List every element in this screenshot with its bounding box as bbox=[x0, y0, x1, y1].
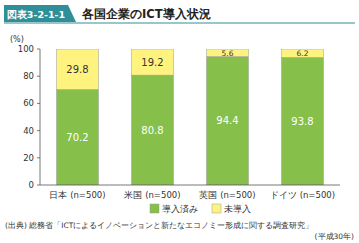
y-tick bbox=[37, 185, 40, 186]
data-label: 29.8 bbox=[66, 64, 88, 75]
y-tick bbox=[37, 157, 40, 158]
bar-segment bbox=[282, 57, 324, 185]
legend-label: 導入済み bbox=[162, 204, 198, 214]
title: 各国企業のICT導入状況 bbox=[81, 7, 211, 21]
bar-segment bbox=[207, 57, 249, 185]
x-axis bbox=[40, 185, 340, 186]
data-label: 6.2 bbox=[297, 49, 309, 58]
y-tick-label: 100 bbox=[18, 44, 34, 54]
y-tick bbox=[37, 76, 40, 77]
bar-segment bbox=[207, 49, 249, 57]
data-label: 5.6 bbox=[222, 49, 234, 58]
x-tick-label: 日本 (n=500) bbox=[49, 190, 105, 200]
data-label: 80.8 bbox=[141, 125, 163, 136]
figure-label: 図表3-2-1-1 bbox=[7, 9, 65, 20]
data-label: 70.2 bbox=[66, 132, 88, 143]
y-axis-label: (%) bbox=[10, 35, 24, 44]
y-tick-label: 60 bbox=[23, 98, 34, 108]
y-tick-label: 80 bbox=[23, 71, 34, 81]
data-label: 94.4 bbox=[216, 115, 238, 126]
data-label: 93.8 bbox=[291, 116, 313, 127]
bar-segment bbox=[57, 49, 99, 90]
legend-swatch bbox=[150, 204, 159, 213]
y-tick-label: 20 bbox=[23, 153, 34, 163]
bar-segment bbox=[132, 49, 174, 75]
bar-segment bbox=[57, 90, 99, 185]
chart: 図表3-2-1-1 各国企業のICT導入状況 (%) 0 20 40 60 80 100 70.2… bbox=[0, 0, 359, 243]
bar-segment bbox=[132, 75, 174, 185]
bar-segment bbox=[282, 49, 324, 57]
legend-swatch bbox=[212, 204, 221, 213]
legend-label: 未導入 bbox=[224, 204, 251, 214]
source-note: (平成30年) bbox=[315, 232, 354, 241]
y-tick bbox=[37, 49, 40, 50]
x-tick-label: 英国 (n=500) bbox=[199, 190, 255, 200]
y-tick-label: 0 bbox=[29, 180, 34, 190]
data-label: 19.2 bbox=[141, 57, 163, 68]
y-tick bbox=[37, 103, 40, 104]
header-badge bbox=[4, 5, 68, 22]
bars bbox=[57, 49, 324, 185]
source-note: (出典) 総務省「ICTによるイノベーションと新たなエコノミー形成に関する調査研… bbox=[5, 221, 313, 230]
y-axis bbox=[40, 49, 41, 185]
header-rule bbox=[4, 23, 355, 24]
x-tick-label: 米国 (n=500) bbox=[124, 190, 180, 200]
y-tick bbox=[37, 130, 40, 131]
y-tick-label: 40 bbox=[23, 126, 34, 136]
x-tick-label: ドイツ (n=500) bbox=[270, 190, 335, 200]
header-arrow bbox=[68, 5, 76, 22]
